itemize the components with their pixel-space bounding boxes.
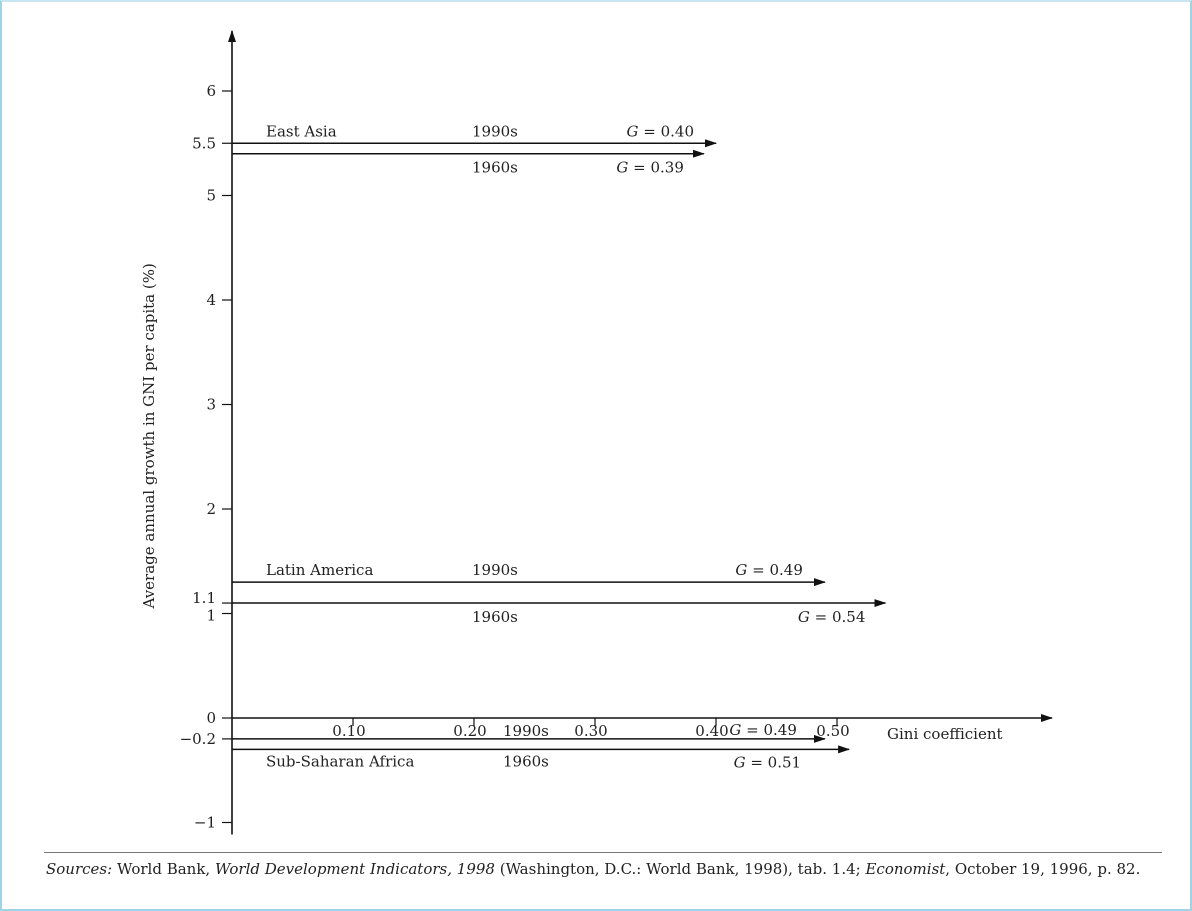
y-axis-title: Average annual growth in GNI per capita … (140, 263, 158, 609)
gini-label: G = 0.40 (627, 122, 695, 140)
period-label: 1960s (472, 159, 518, 177)
gini-label: G = 0.49 (729, 721, 797, 739)
region-label: Sub-Saharan Africa (266, 752, 414, 770)
region-label: Latin America (266, 561, 373, 579)
source-text-1: World Bank, (112, 860, 215, 878)
y-tick-label: 1 (206, 607, 216, 625)
source-text-2: (Washington, D.C.: World Bank, 1998), ta… (494, 860, 866, 878)
gini-label: G = 0.54 (798, 608, 866, 626)
y-tick-label: 5 (206, 187, 216, 205)
y-tick-label: 2 (206, 500, 216, 518)
source-publication: World Development Indicators, 1998 (214, 860, 495, 878)
x-axis-title: Gini coefficient (887, 725, 1003, 743)
period-label: 1990s (503, 722, 549, 740)
period-label: 1990s (472, 561, 518, 579)
x-tick-label: 0.40 (695, 722, 728, 740)
source-prefix: Sources: (46, 860, 113, 878)
footnote-rule (44, 852, 1162, 853)
period-label: 1990s (472, 122, 518, 140)
y-tick-label: 1.1 (192, 589, 216, 607)
gini-label: G = 0.49 (735, 561, 803, 579)
period-label: 1960s (472, 608, 518, 626)
y-tick-label: 6 (206, 82, 216, 100)
y-tick-label: 3 (206, 396, 216, 414)
gini-label: G = 0.39 (616, 159, 684, 177)
x-tick-label: 0.10 (332, 722, 365, 740)
y-tick-label: 0 (206, 709, 216, 727)
gini-label: G = 0.51 (734, 753, 802, 771)
source-note: Sources: World Bank, World Development I… (46, 858, 1166, 880)
x-tick-label: 0.30 (574, 722, 607, 740)
y-tick-label: −0.2 (180, 730, 216, 748)
y-tick-label: 4 (206, 291, 216, 309)
y-tick-label: −1 (194, 814, 216, 832)
x-tick-label: 0.20 (453, 722, 486, 740)
source-text-3: , October 19, 1996, p. 82. (945, 860, 1141, 878)
x-tick-label: 0.50 (816, 722, 849, 740)
source-magazine: Economist (865, 860, 946, 878)
region-label: East Asia (266, 122, 337, 140)
y-tick-label: 5.5 (192, 134, 216, 152)
period-label: 1960s (503, 752, 549, 770)
